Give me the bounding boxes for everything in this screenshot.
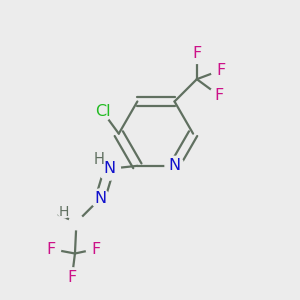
Text: N: N <box>94 191 106 206</box>
Text: F: F <box>216 63 225 78</box>
Circle shape <box>62 268 82 287</box>
Text: H: H <box>59 205 69 219</box>
Text: F: F <box>91 242 101 256</box>
Circle shape <box>69 215 84 230</box>
Circle shape <box>165 156 184 175</box>
Text: F: F <box>192 46 201 62</box>
Circle shape <box>211 61 230 80</box>
Circle shape <box>93 102 112 121</box>
Circle shape <box>86 239 105 259</box>
Circle shape <box>98 158 120 180</box>
Text: F: F <box>68 270 76 285</box>
Text: N: N <box>103 161 115 176</box>
Circle shape <box>58 206 70 218</box>
Text: H: H <box>93 152 104 167</box>
Circle shape <box>91 189 110 208</box>
Text: Cl: Cl <box>94 104 110 119</box>
Text: F: F <box>46 242 56 256</box>
Circle shape <box>210 86 229 105</box>
Circle shape <box>92 153 105 167</box>
Text: N: N <box>169 158 181 173</box>
Circle shape <box>187 44 206 63</box>
Circle shape <box>42 239 61 259</box>
Text: F: F <box>214 88 224 103</box>
